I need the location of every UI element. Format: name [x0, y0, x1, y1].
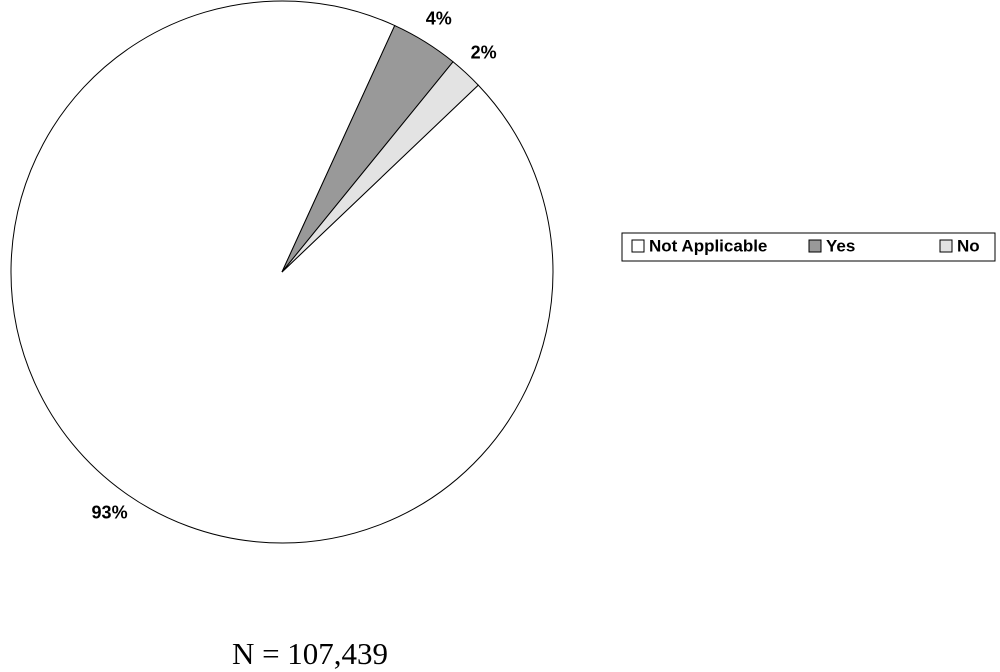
legend-swatch — [808, 239, 822, 253]
legend-swatch — [939, 239, 953, 253]
data-label: 93% — [92, 503, 128, 523]
annotation: N = 107,439 — [232, 636, 388, 671]
legend-label: Not Applicable — [649, 236, 767, 255]
data-label: 4% — [426, 8, 452, 28]
legend-label: No — [957, 236, 980, 255]
data-label: 2% — [471, 43, 497, 63]
pie-slice — [281, 61, 479, 273]
legend-swatch — [631, 239, 645, 253]
legend-label: Yes — [826, 236, 855, 255]
